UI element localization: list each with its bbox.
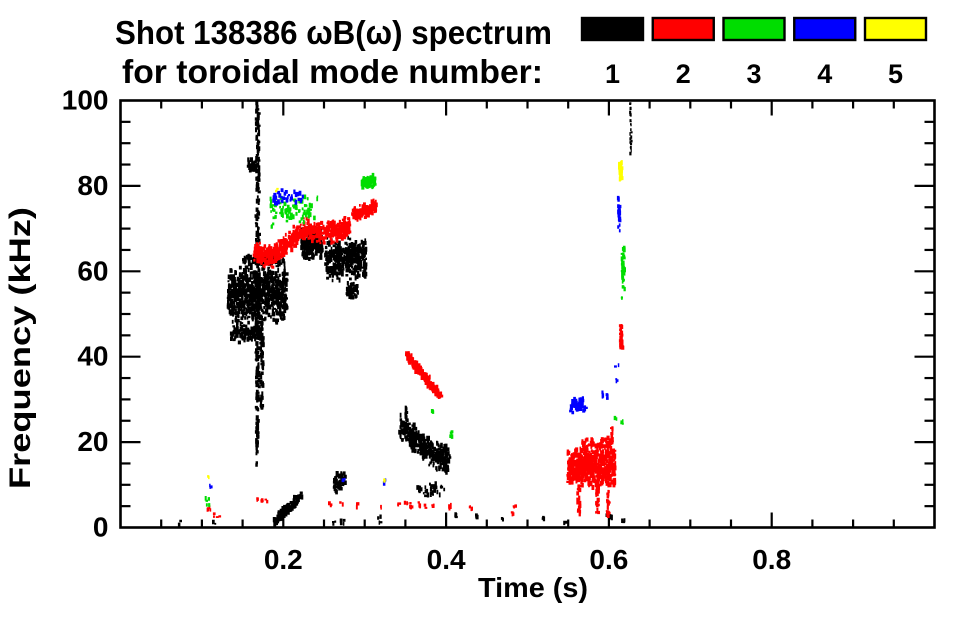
scatter-series-n=1 (177, 100, 633, 527)
chart-title-line1: Shot 138386 ωB(ω) spectrum (115, 14, 552, 51)
x-tick-label-0.8: 0.8 (752, 544, 791, 575)
y-tick-label-40: 40 (77, 341, 108, 372)
y-tick-labels: 0 20 40 60 80 100 (62, 85, 109, 543)
axes (119, 99, 936, 529)
legend-swatch-1 (580, 16, 645, 42)
x-tick-label-0.4: 0.4 (427, 544, 466, 575)
chart-title-line2: for toroidal mode number: (122, 53, 543, 90)
x-tick-label-0.6: 0.6 (589, 544, 628, 575)
y-tick-label-80: 80 (77, 170, 108, 201)
legend-label-1: 1 (605, 59, 620, 89)
plot-area: 0.2 0.4 0.6 0.8 0 20 40 60 80 100 (62, 85, 936, 575)
legend-label-4: 4 (817, 59, 832, 89)
y-tick-label-20: 20 (77, 426, 108, 457)
legend-swatch-3 (722, 16, 786, 42)
legend: 1 2 3 4 5 (580, 16, 928, 89)
legend-label-2: 2 (676, 59, 691, 89)
legend-swatch-4 (793, 16, 857, 42)
legend-swatch-2 (651, 16, 715, 42)
x-tick-label-0.2: 0.2 (264, 544, 303, 575)
x-axis-label: Time (s) (478, 572, 588, 603)
x-tick-labels: 0.2 0.4 0.6 0.8 (264, 544, 791, 575)
y-axis-label: Frequency (kHz) (4, 207, 37, 489)
y-tick-label-60: 60 (77, 255, 108, 286)
y-tick-label-0: 0 (93, 512, 109, 543)
legend-label-3: 3 (746, 59, 761, 89)
legend-swatch-5 (863, 16, 928, 42)
y-tick-label-100: 100 (62, 85, 109, 116)
legend-label-5: 5 (888, 59, 903, 89)
scatter-series-n=3 (204, 172, 626, 507)
scatter-series-n=2 (206, 198, 625, 518)
scatter-data (177, 100, 633, 527)
